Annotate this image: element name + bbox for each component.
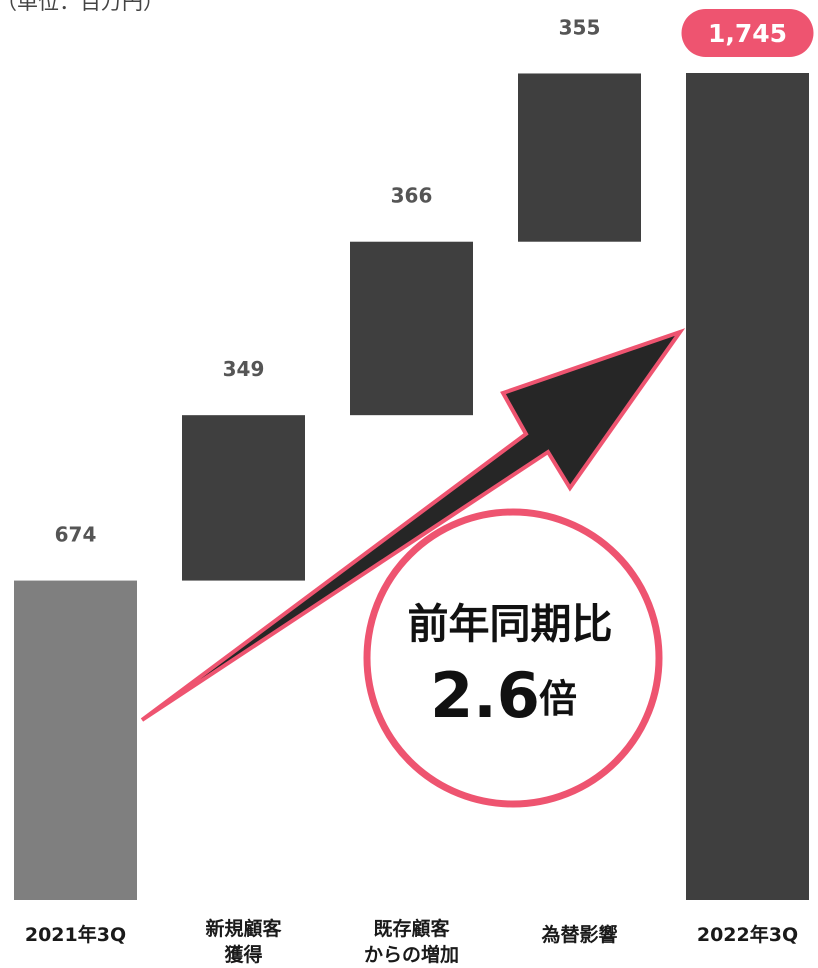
category-label-line: 既存顧客 (327, 916, 497, 942)
category-label-1: 2021年3Q (0, 922, 161, 948)
category-label-line: 為替影響 (495, 922, 665, 948)
bar-2 (182, 415, 305, 580)
yoy-callout: 前年同期比 2.6 倍 (367, 512, 659, 804)
value-label-2: 349 (223, 357, 265, 381)
callout-circle (367, 512, 659, 804)
category-label-line: 2021年3Q (0, 922, 161, 948)
bar-4 (518, 73, 641, 241)
callout-value: 2.6 (430, 659, 540, 732)
category-label-line: 新規顧客 (159, 916, 329, 942)
category-label-line: からの増加 (327, 942, 497, 968)
callout-title: 前年同期比 (408, 600, 613, 648)
value-label-4: 355 (559, 15, 601, 39)
bar-1 (14, 581, 137, 900)
category-label-3: 既存顧客からの増加 (327, 916, 497, 968)
value-label-5: 1,745 (708, 19, 787, 48)
category-label-line: 獲得 (159, 942, 329, 968)
category-label-line: 2022年3Q (663, 922, 818, 948)
callout-suffix: 倍 (539, 677, 577, 721)
category-label-5: 2022年3Q (663, 922, 818, 948)
category-label-4: 為替影響 (495, 922, 665, 948)
value-label-3: 366 (391, 184, 433, 208)
value-label-1: 674 (55, 523, 97, 547)
category-label-2: 新規顧客獲得 (159, 916, 329, 968)
bar-3 (350, 242, 473, 415)
bar-5 (686, 73, 809, 900)
